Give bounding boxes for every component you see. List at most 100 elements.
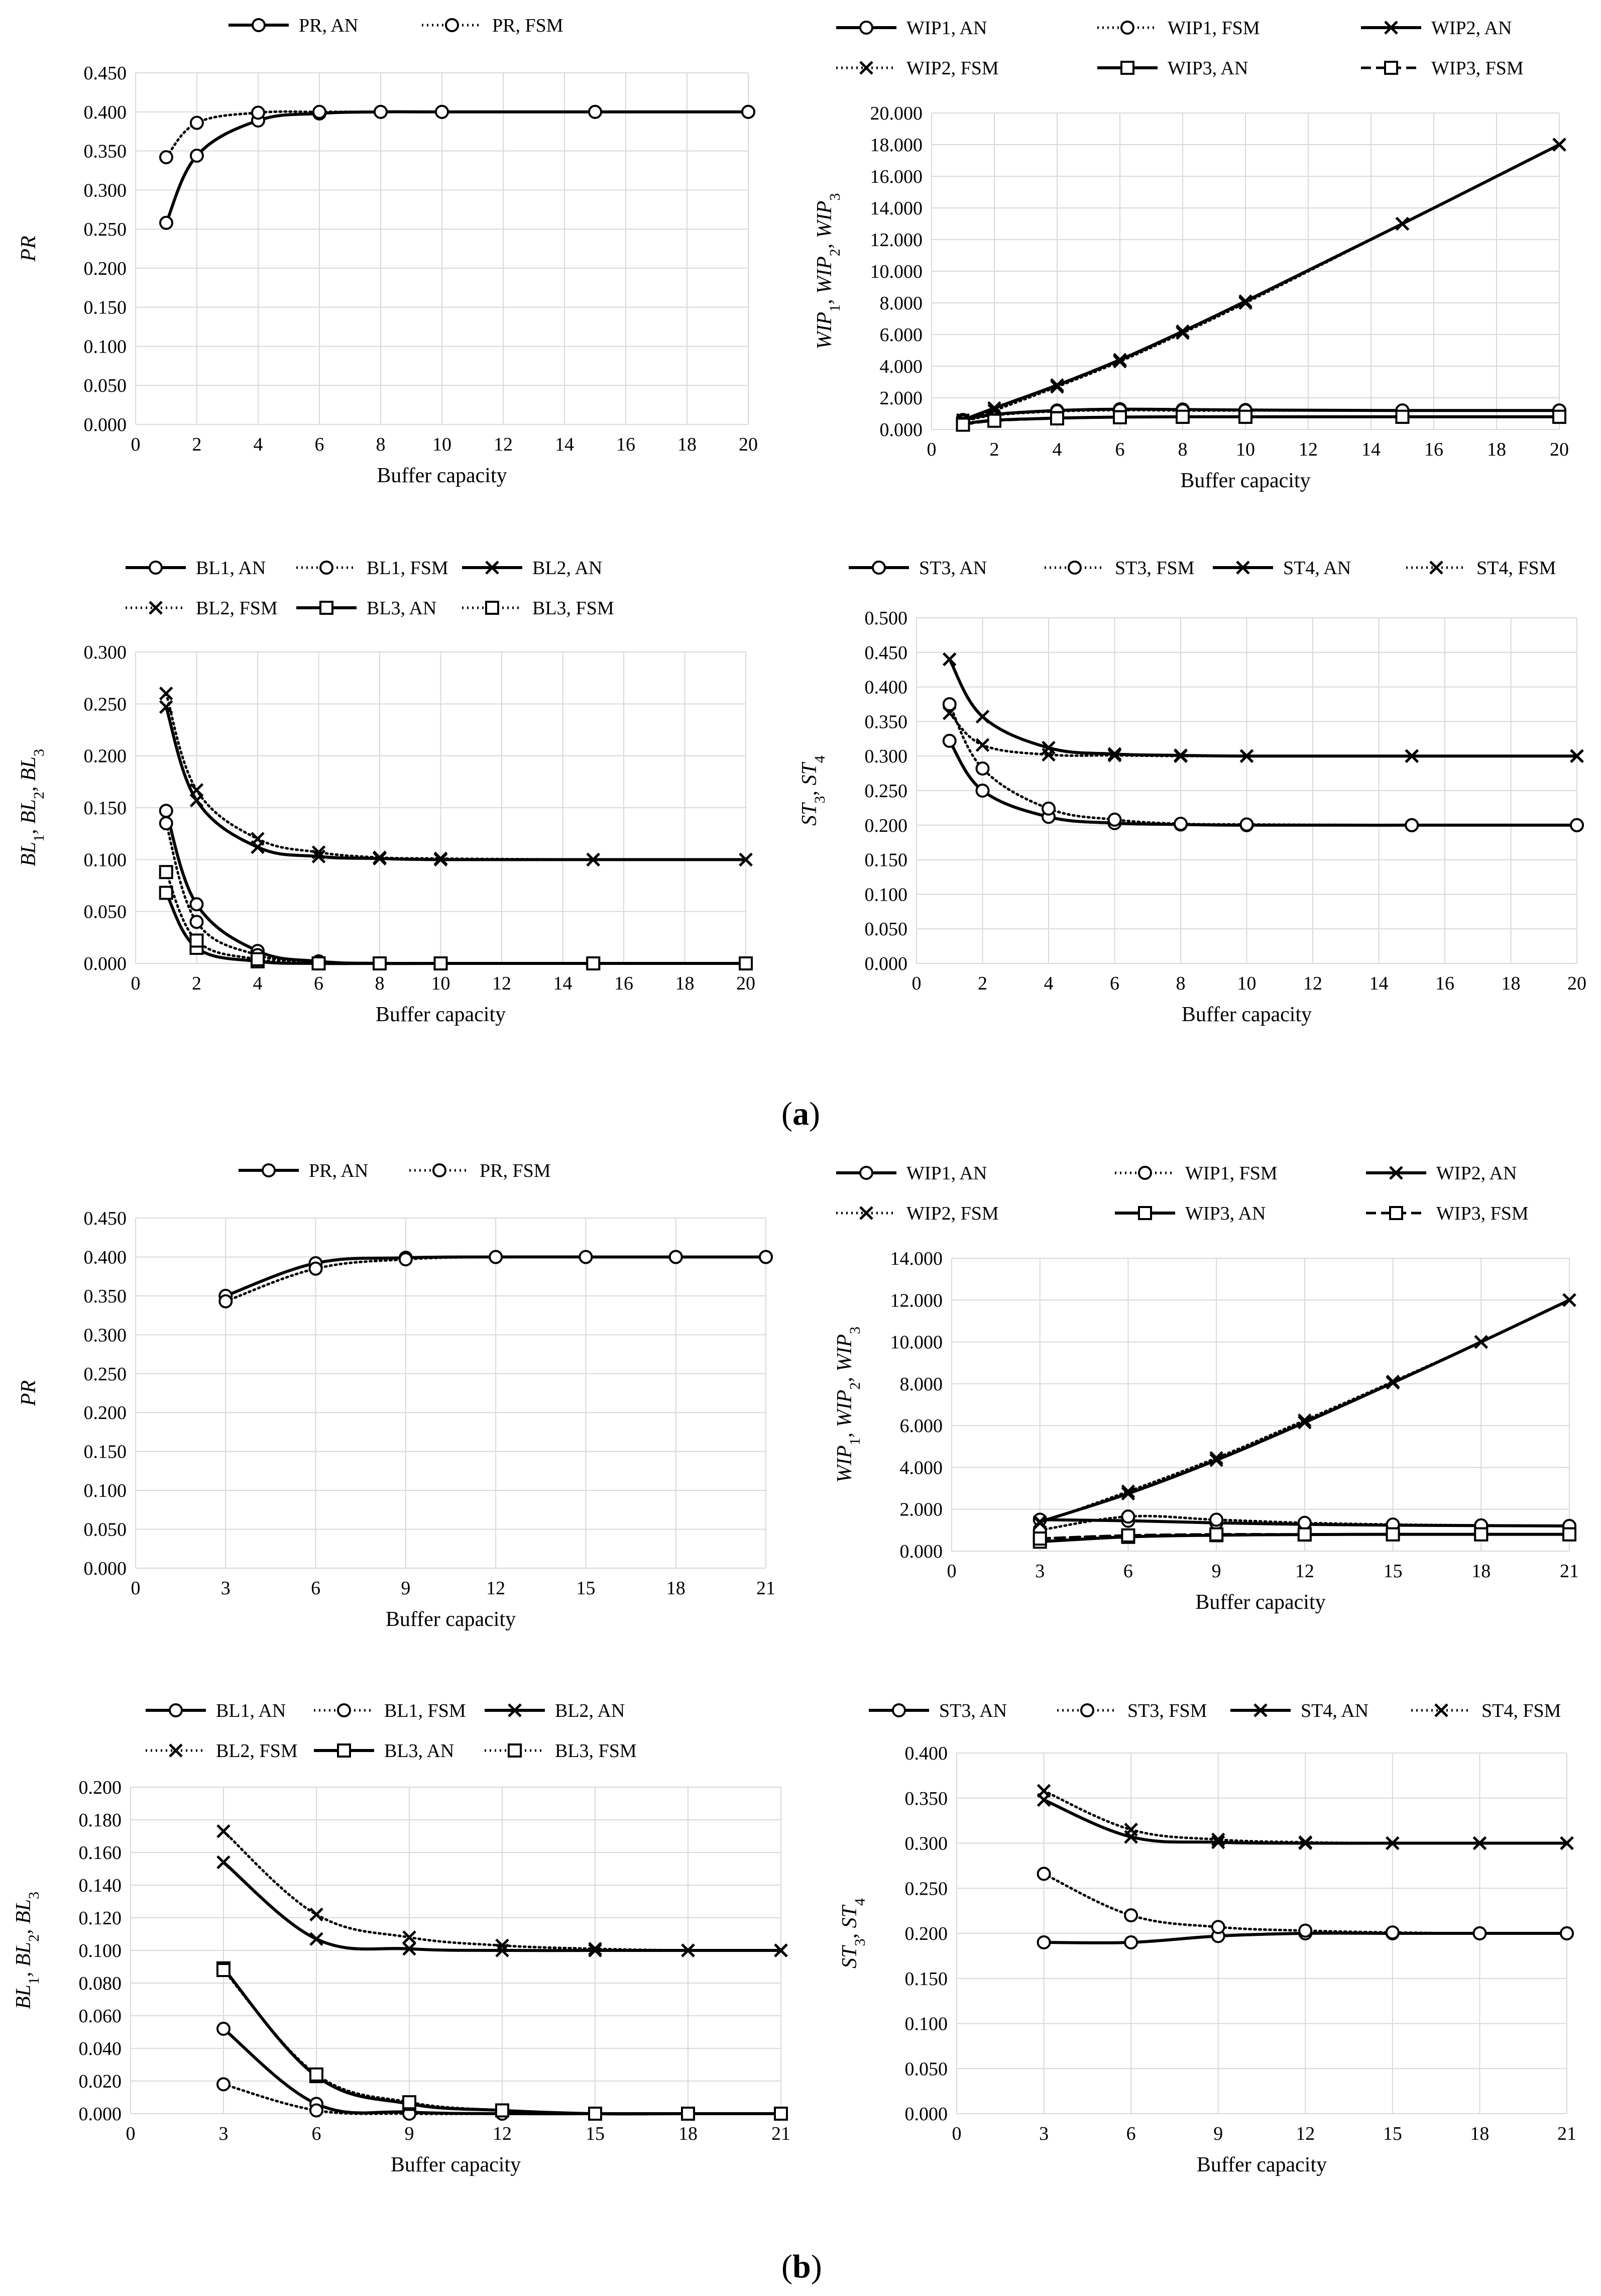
y-tick-label: 0.300 [84,180,127,201]
legend-label: WIP1, FSM [1168,18,1260,39]
x-tick-label: 0 [947,1561,957,1582]
x-tick-label: 6 [315,434,324,455]
x-tick-label: 16 [1424,439,1443,460]
legend-label: BL1, AN [196,558,266,579]
series-pr-fsm [218,1250,773,1308]
x-tick-label: 3 [219,2123,228,2144]
tick-labels: 0.000 2.000 4.000 6.000 8.000 10.000 12.000 14.… [870,103,1569,460]
y-tick-label: 12.000 [890,1290,943,1311]
y-tick-label: 0.400 [84,102,127,123]
y-tick-label: 14.000 [870,198,923,219]
x-tick-label: 2 [978,973,987,994]
legend-item: BL3, FSM [462,598,614,619]
data-point [1474,1335,1489,1349]
x-axis-label: Buffer capacity [1195,1591,1325,1614]
data-point [1209,1512,1224,1527]
y-tick-label: 18.000 [870,135,923,156]
data-point [159,886,173,900]
y-tick-label: 0.350 [84,141,127,162]
data-point [216,2022,231,2036]
legend-item: BL1, AN [146,1700,286,1721]
y-tick-label: 0.150 [905,1969,948,1990]
x-tick-label: 10 [1237,973,1256,994]
series-st4-fsm [942,706,1584,763]
data-point [956,417,970,432]
legend-label: PR, AN [299,15,358,36]
x-tick-label: 21 [771,2123,790,2144]
x-tick-label: 3 [221,1578,231,1599]
data-point [1124,1908,1138,1923]
x-tick-label: 4 [1053,439,1062,460]
x-tick-label: 2 [192,434,202,455]
x-tick-label: 0 [131,1578,141,1599]
legend-item: BL3, AN [314,1740,454,1762]
y-axis-label: ST3, ST4 [838,1898,868,1969]
data-point [309,2103,323,2118]
y-tick-label: 0.000 [865,953,908,974]
series-wip2-an [956,138,1566,427]
y-tick-label: 0.000 [880,419,923,441]
y-tick-label: 0.000 [84,414,127,435]
legend-item: PR, AN [239,1160,368,1181]
x-tick-label: 18 [1487,439,1506,460]
x-tick-label: 0 [952,2123,962,2144]
legend-label: BL3, FSM [555,1740,637,1762]
y-tick-label: 0.300 [865,746,908,767]
series-pr-an [159,104,755,230]
data-point [1405,818,1419,832]
x-tick-label: 10 [432,434,451,455]
legend-marker [1389,1166,1403,1180]
gridlines [135,72,749,425]
legend-item: WIP2, FSM [836,58,999,79]
data-point [1037,1935,1051,1949]
series-st4-fsm [1037,1784,1574,1850]
data-point [311,956,326,970]
data-point [1562,1527,1576,1542]
legend-marker [859,1206,873,1220]
panel-label-b: (b) [781,2248,822,2285]
data-point [309,2067,323,2082]
y-axis-label: PR [17,236,40,262]
legend-marker [872,561,886,575]
data-point [159,804,173,818]
legend-item: WIP2, AN [1366,1163,1517,1184]
legend-item: WIP3, FSM [1366,1203,1529,1224]
y-tick-label: 8.000 [900,1374,943,1395]
y-tick-label: 14.000 [890,1248,943,1269]
legend-label: WIP1, AN [906,18,987,39]
data-point [1395,409,1410,424]
y-tick-label: 0.350 [84,1286,127,1307]
tick-labels: 0.000 0.050 0.100 0.150 0.200 0.250 0.300 0.350… [865,608,1587,994]
data-point [1570,749,1584,763]
legend-label: ST3, FSM [1115,558,1194,579]
y-tick-label: 0.200 [84,1402,127,1424]
legend-item: ST4, AN [1213,558,1351,579]
legend-item: WIP3, AN [1115,1203,1266,1224]
data-point [1176,326,1190,340]
y-tick-label: 0.180 [79,1810,122,1831]
data-point [216,1855,231,1870]
data-point [1472,1926,1487,1940]
y-tick-label: 0.250 [84,694,127,715]
legend-marker [252,18,266,32]
x-tick-label: 12 [1299,439,1318,460]
y-tick-label: 0.150 [865,850,908,871]
y-tick-label: 0.350 [865,711,908,732]
x-axis-label: Buffer capacity [1182,1003,1312,1026]
x-tick-label: 16 [614,973,633,994]
y-tick-label: 0.250 [84,1364,127,1385]
y-tick-label: 0.150 [84,297,127,318]
legend-marker [1389,1206,1403,1220]
data-point [1209,1451,1223,1465]
data-point [189,897,204,912]
x-tick-label: 2 [192,973,201,994]
y-tick-label: 0.400 [905,1743,948,1764]
legend-label: BL3, FSM [532,598,614,619]
legend-marker [1138,1206,1152,1220]
x-tick-label: 8 [375,973,385,994]
legend-marker [1080,1703,1094,1717]
y-tick-label: 0.400 [84,1247,127,1268]
x-tick-label: 21 [1557,2123,1576,2144]
y-tick-label: 0.300 [84,1325,127,1346]
data-point [1050,411,1064,425]
